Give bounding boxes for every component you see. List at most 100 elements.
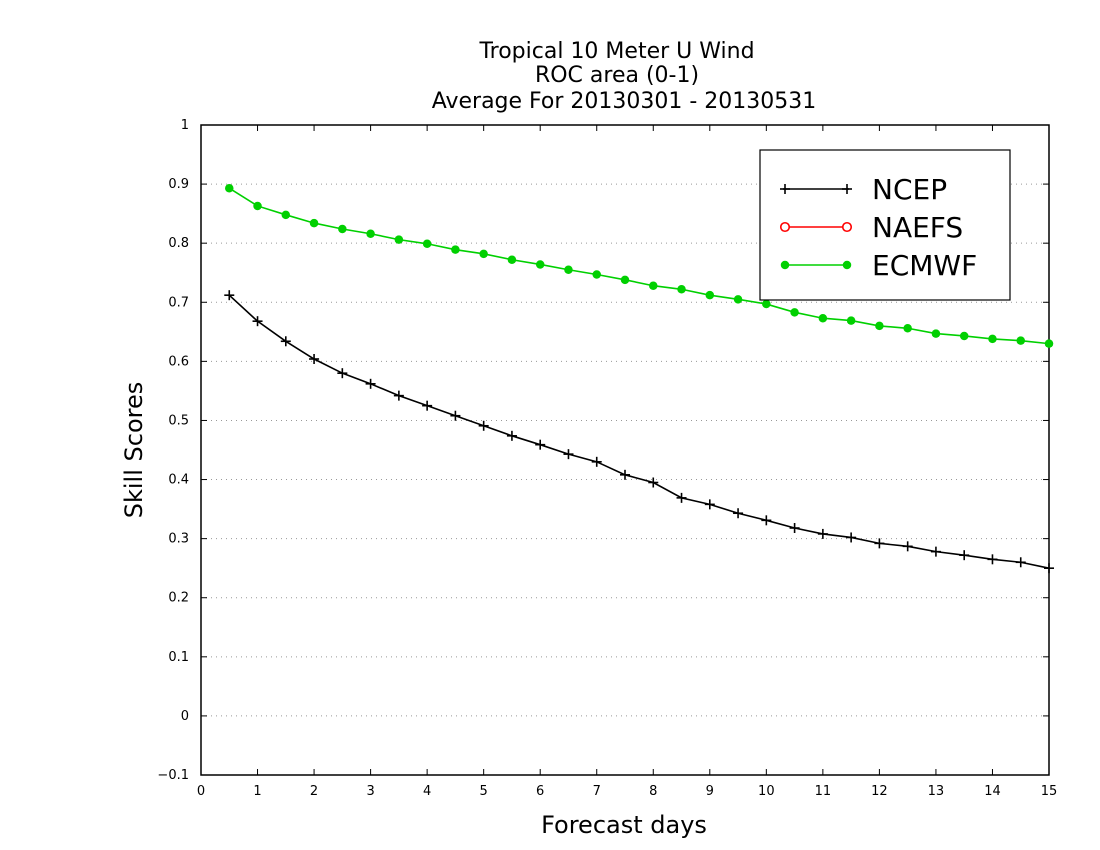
data-point-ncep <box>393 390 404 401</box>
data-point-ecmwf <box>1044 339 1054 348</box>
data-point-legend-ecmwf <box>842 260 852 270</box>
data-point-ecmwf <box>733 295 743 304</box>
plot-frame <box>200 124 1050 776</box>
data-point-legend-ncep <box>780 184 790 194</box>
x-tick-label: 4 <box>423 784 431 799</box>
data-point-legend-ncep <box>842 184 852 194</box>
data-point-ecmwf <box>479 249 488 259</box>
x-tick-label: 2 <box>310 784 318 799</box>
data-point-ecmwf <box>338 224 347 234</box>
legend-item-ecmwf: ECMWF <box>780 249 977 282</box>
data-point-ncep <box>563 449 574 460</box>
data-point-ncep <box>1015 557 1026 568</box>
legend-item-ncep: NCEP <box>780 173 947 206</box>
data-point-ncep <box>478 420 489 431</box>
data-point-ncep <box>450 410 461 421</box>
data-point-ncep <box>761 515 772 526</box>
series-ncep <box>224 290 1054 574</box>
data-point-ncep <box>280 336 291 347</box>
data-point-ecmwf <box>959 331 969 341</box>
data-point-ecmwf <box>422 239 432 249</box>
data-point-ecmwf <box>705 290 715 300</box>
data-point-ncep <box>535 439 546 450</box>
data-point-ecmwf <box>451 245 460 254</box>
x-tick-label: 0 <box>197 784 205 799</box>
data-point-ncep <box>648 477 659 488</box>
data-point-ncep <box>422 400 433 411</box>
data-point-ecmwf <box>846 316 856 325</box>
data-point-ecmwf <box>762 299 771 309</box>
legend-label: NAEFS <box>872 211 963 244</box>
x-tick-label: 11 <box>815 784 832 799</box>
y-tick-label: 0.7 <box>168 295 189 310</box>
data-point-ecmwf <box>931 329 941 338</box>
data-point-ecmwf <box>253 201 262 211</box>
y-tick-label: 0.2 <box>168 591 189 606</box>
data-point-ncep <box>817 528 828 539</box>
y-axis-label: Skill Scores <box>120 382 148 519</box>
y-tick-label: 1 <box>181 118 189 133</box>
data-point-ecmwf <box>988 334 997 344</box>
x-tick-label: 9 <box>706 784 714 799</box>
data-point-ncep <box>959 550 970 561</box>
data-point-ecmwf <box>394 235 404 244</box>
x-tick-label: 3 <box>366 784 374 799</box>
y-tick-label: 0.8 <box>168 236 189 251</box>
data-point-ecmwf <box>677 285 686 294</box>
series-line-ncep <box>228 294 1050 569</box>
data-point-ncep <box>874 538 885 549</box>
legend-item-naefs: NAEFS <box>779 211 963 244</box>
x-tick-label: 8 <box>649 784 657 799</box>
data-point-ecmwf <box>281 210 291 220</box>
chart-title-line-3: Average For 20130301 - 20130531 <box>432 89 817 114</box>
data-point-ncep <box>733 508 744 519</box>
x-tick-label: 6 <box>536 784 544 799</box>
series-ecmwf <box>225 183 1054 348</box>
data-point-legend-naefs <box>779 221 791 233</box>
data-point-ncep <box>309 354 320 364</box>
chart-title-line-2: ROC area (0-1) <box>535 63 699 88</box>
y-tick-label: 0.9 <box>168 177 189 192</box>
data-point-ecmwf <box>592 270 601 279</box>
x-tick-label: 5 <box>480 784 488 799</box>
y-tick-label: −0.1 <box>157 768 189 783</box>
y-tick-label: 0.5 <box>168 413 189 428</box>
x-tick-label: 14 <box>984 784 1001 799</box>
y-tick-label: 0.3 <box>168 532 189 547</box>
y-tick-label: 0 <box>181 709 189 724</box>
data-point-ecmwf <box>903 324 912 333</box>
data-point-ncep <box>1044 563 1054 574</box>
y-tick-label: 0.1 <box>168 650 189 665</box>
legend-label: NCEP <box>872 173 947 206</box>
series-line-ecmwf <box>228 187 1050 345</box>
data-point-ecmwf <box>875 321 884 331</box>
data-point-ncep <box>224 290 235 301</box>
data-point-ecmwf <box>649 281 658 290</box>
data-point-ncep <box>676 492 687 503</box>
x-tick-label: 7 <box>593 784 601 799</box>
data-point-ecmwf <box>366 229 375 238</box>
data-point-ecmwf <box>790 308 799 317</box>
data-point-ecmwf <box>620 275 630 285</box>
data-point-ncep <box>506 430 517 441</box>
data-point-ecmwf <box>818 313 828 323</box>
x-tick-label: 15 <box>1041 784 1058 799</box>
data-point-legend-naefs <box>841 221 853 233</box>
data-point-ncep <box>620 469 630 480</box>
x-tick-label: 1 <box>253 784 261 799</box>
x-tick-label: 10 <box>758 784 775 799</box>
data-point-ncep <box>930 546 941 557</box>
data-point-ecmwf <box>1016 336 1025 345</box>
data-point-ecmwf <box>225 183 234 193</box>
data-point-ncep <box>789 523 800 533</box>
ticks-layer: −0.100.10.20.30.40.50.60.70.80.910 1 2 3 4 5 6… <box>157 118 1057 799</box>
x-tick-label: 12 <box>871 784 888 799</box>
data-point-ecmwf <box>535 260 545 269</box>
data-point-legend-ecmwf <box>780 260 790 270</box>
data-point-ncep <box>591 456 602 467</box>
y-tick-label: 0.4 <box>168 473 189 488</box>
legend: NCEP NAEFS ECMWF <box>759 149 1011 301</box>
x-axis-label: Forecast days <box>541 811 707 839</box>
data-point-ncep <box>704 499 715 510</box>
